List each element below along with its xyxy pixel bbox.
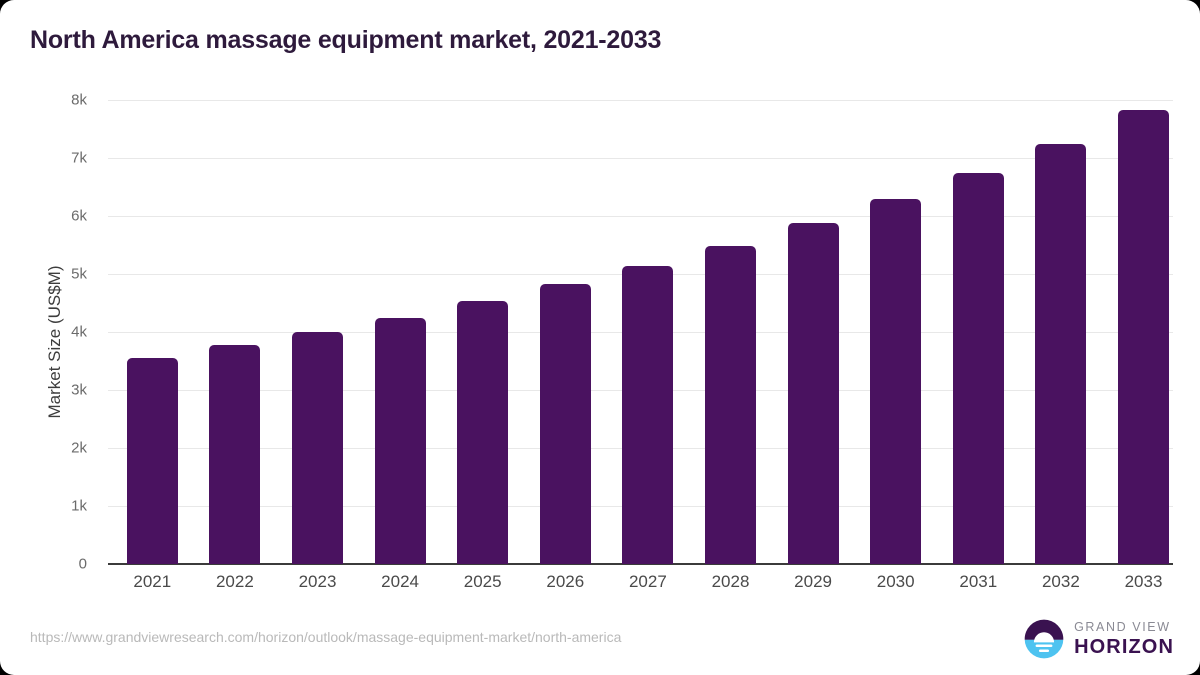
source-url[interactable]: https://www.grandviewresearch.com/horizo… — [30, 629, 622, 645]
bar-2022[interactable] — [209, 344, 261, 564]
y-axis-tick-label: 4k — [71, 323, 87, 341]
x-axis-line — [108, 563, 1173, 565]
bar-2023[interactable] — [292, 332, 343, 564]
y-axis-tick-label: 1k — [71, 497, 87, 515]
x-axis-tick-label: 2033 — [1124, 572, 1163, 591]
x-axis-tick-label: 2021 — [133, 572, 172, 591]
x-axis-tick-label: 2024 — [381, 572, 419, 591]
x-axis-tick-label: 2026 — [546, 572, 585, 591]
bar-2028[interactable] — [705, 245, 756, 564]
y-axis-tick-label: 7k — [71, 149, 87, 167]
logo-wordmark: GRAND VIEW HORIZON — [1074, 621, 1174, 658]
bar-2021[interactable] — [126, 357, 178, 564]
page-title: North America massage equipment market, … — [30, 26, 662, 54]
bar-2024[interactable] — [374, 317, 426, 564]
x-axis-tick-label: 2025 — [463, 572, 502, 591]
x-axis-tick-label: 2029 — [794, 572, 832, 591]
gridline — [108, 216, 1173, 217]
bar-2030[interactable] — [870, 199, 922, 564]
x-axis-tick-label: 2031 — [959, 572, 998, 591]
bar-2033[interactable] — [1118, 110, 1169, 564]
logo-line-2: HORIZON — [1074, 636, 1174, 659]
bar-2026[interactable] — [539, 283, 591, 564]
y-axis-tick-label: 0 — [78, 555, 87, 573]
gridline — [108, 100, 1173, 101]
bar-2027[interactable] — [622, 265, 674, 564]
y-axis-tick-label: 5k — [71, 265, 87, 283]
bar-2025[interactable] — [457, 301, 509, 564]
bar-2032[interactable] — [1035, 144, 1087, 564]
gridline — [108, 158, 1173, 159]
bar-2031[interactable] — [952, 172, 1004, 564]
logo-line-1: GRAND VIEW — [1074, 619, 1171, 634]
brand-logo[interactable]: GRAND VIEW HORIZON — [1023, 618, 1174, 660]
x-axis-tick-label: 2023 — [298, 572, 337, 591]
x-axis-tick-label: 2028 — [711, 572, 750, 591]
y-axis-tick-label: 2k — [71, 439, 87, 457]
horizon-circle-icon — [1024, 619, 1064, 659]
x-axis-tick-label: 2022 — [215, 572, 254, 591]
y-axis-tick-label: 8k — [71, 91, 87, 109]
y-axis-tick-label: 6k — [71, 207, 87, 225]
x-axis-tick-label: 2027 — [628, 572, 667, 591]
bar-2029[interactable] — [787, 222, 839, 564]
x-axis-tick-label: 2032 — [1041, 572, 1080, 591]
y-axis-tick-label: 3k — [71, 381, 87, 399]
x-axis-tick-label: 2030 — [876, 572, 915, 591]
